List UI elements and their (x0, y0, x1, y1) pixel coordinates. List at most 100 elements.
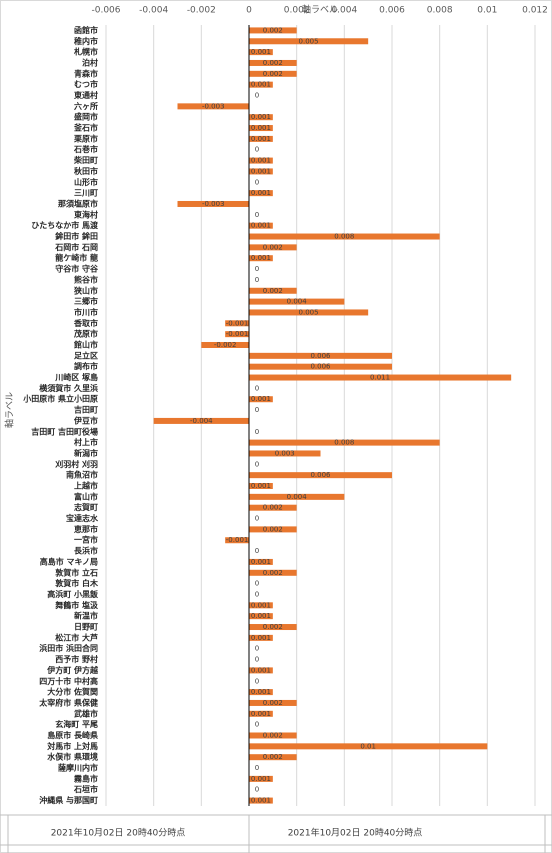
data-label: 0.003 (275, 449, 295, 457)
data-label: -0.002 (214, 341, 237, 349)
data-label: 0 (255, 547, 259, 555)
bar (249, 309, 369, 316)
y-tick-label: 太宰府市 県保健 (38, 697, 98, 707)
y-axis-label: 軸ラベル (4, 392, 16, 428)
y-tick-label: 柴田町 (73, 155, 98, 165)
x-tick-label: -0.006 (91, 6, 120, 16)
data-label: 0.005 (299, 37, 319, 45)
y-tick-label: 鉾田市 鉾田 (55, 231, 98, 241)
data-label: 0.001 (251, 601, 271, 609)
data-label: 0.006 (310, 363, 331, 371)
bar (177, 103, 249, 110)
bar (249, 125, 273, 132)
footer-label: 2021年10月02日 20時40分時点 (288, 827, 423, 839)
y-tick-label: 三郷市 (74, 296, 98, 306)
y-tick-label: 龍ケ崎市 龍 (55, 253, 98, 263)
bar (249, 190, 273, 197)
bar (249, 569, 297, 576)
x-tick-label: -0.002 (187, 6, 216, 16)
data-label: -0.001 (226, 330, 249, 338)
y-tick-label: 恵那市 (74, 524, 98, 534)
bar (249, 754, 297, 761)
bar (249, 743, 488, 750)
y-tick-label: 水俣市 県環境 (46, 752, 98, 762)
bar (249, 732, 297, 739)
y-tick-label: 青森市 (74, 68, 98, 78)
bar (249, 504, 297, 511)
bar (249, 49, 273, 56)
bar (177, 200, 249, 207)
y-tick-label: 狭山市 (73, 285, 98, 295)
y-tick-label: 大分市 佐賀関 (47, 687, 98, 697)
data-label: 0.001 (251, 48, 271, 56)
bar (249, 157, 273, 164)
bar (249, 81, 273, 88)
y-tick-label: 舞鶴市 塩汲 (54, 600, 98, 610)
data-label: 0.004 (287, 493, 308, 501)
bar (249, 439, 440, 446)
bar (249, 374, 512, 381)
bar (249, 710, 273, 717)
y-tick-label: 東海村 (74, 209, 98, 219)
y-tick-label: 稚内市 (74, 36, 98, 46)
data-label: 0 (255, 265, 259, 273)
x-tick-label: -0.004 (139, 6, 168, 16)
data-label: 0 (255, 590, 259, 598)
data-label: 0.002 (263, 243, 283, 251)
y-tick-label: 浜田市 浜田合同 (39, 643, 98, 653)
data-label: 0 (255, 428, 259, 436)
y-tick-label: むつ市 (74, 79, 98, 89)
y-tick-label: 三川町 (74, 189, 98, 198)
bar (249, 797, 273, 804)
data-label: 0.01 (360, 742, 376, 750)
data-label: 0.011 (370, 374, 390, 382)
y-tick-label: 西予市 野村 (55, 654, 98, 664)
data-label: 0 (255, 460, 259, 468)
y-tick-label: 対馬市 上対馬 (46, 741, 98, 751)
y-tick-label: 横須賀市 久里浜 (39, 383, 98, 393)
data-label: 0.001 (251, 157, 271, 165)
y-tick-label: 松江市 大芦 (55, 632, 98, 642)
x-tick-label: 0.004 (331, 6, 357, 16)
y-tick-label: 志賀町 (74, 502, 98, 512)
bar (249, 363, 392, 370)
bar (249, 472, 392, 479)
data-label: 0 (255, 276, 259, 284)
data-label: 0 (255, 515, 259, 523)
data-label: 0.002 (263, 59, 283, 67)
data-label: 0.001 (251, 222, 271, 230)
bar (249, 558, 273, 565)
data-label: 0.006 (310, 471, 331, 479)
data-label: 0.006 (310, 352, 331, 360)
data-label: 0 (255, 677, 259, 685)
data-label: 0.001 (251, 167, 271, 175)
data-label: 0.005 (299, 308, 319, 316)
bar (249, 689, 273, 696)
data-label: 0.001 (251, 688, 271, 696)
data-label: 0.002 (263, 504, 283, 512)
y-tick-label: 島原市 長崎県 (47, 730, 98, 740)
y-tick-label: 長浜市 (74, 546, 98, 556)
data-label: 0.001 (251, 666, 271, 674)
bar (249, 168, 273, 175)
data-label: -0.001 (226, 536, 249, 544)
y-tick-label: 上越市 (74, 481, 98, 491)
data-label: 0.002 (263, 287, 283, 295)
y-tick-label: 日野町 (74, 623, 98, 632)
y-tick-label: 新温市 (74, 611, 98, 621)
data-label: 0 (255, 211, 259, 219)
bar (249, 222, 273, 229)
bar (249, 70, 297, 77)
y-tick-label: 富山市 (74, 491, 98, 501)
y-tick-label: 一宮市 (74, 535, 98, 545)
footer-label: 2021年10月02日 20時40分時点 (51, 827, 186, 839)
bar (249, 602, 273, 609)
data-label: 0.001 (251, 612, 271, 620)
y-tick-label: 川崎区 塚島 (54, 372, 98, 382)
y-tick-label: 石岡市 石岡 (54, 242, 98, 252)
y-tick-label: 山形市 (74, 177, 98, 187)
bar (153, 417, 249, 424)
y-tick-label: 秋田市 (73, 166, 98, 176)
y-tick-label: 六ヶ所 (74, 101, 98, 111)
bar (225, 320, 249, 327)
